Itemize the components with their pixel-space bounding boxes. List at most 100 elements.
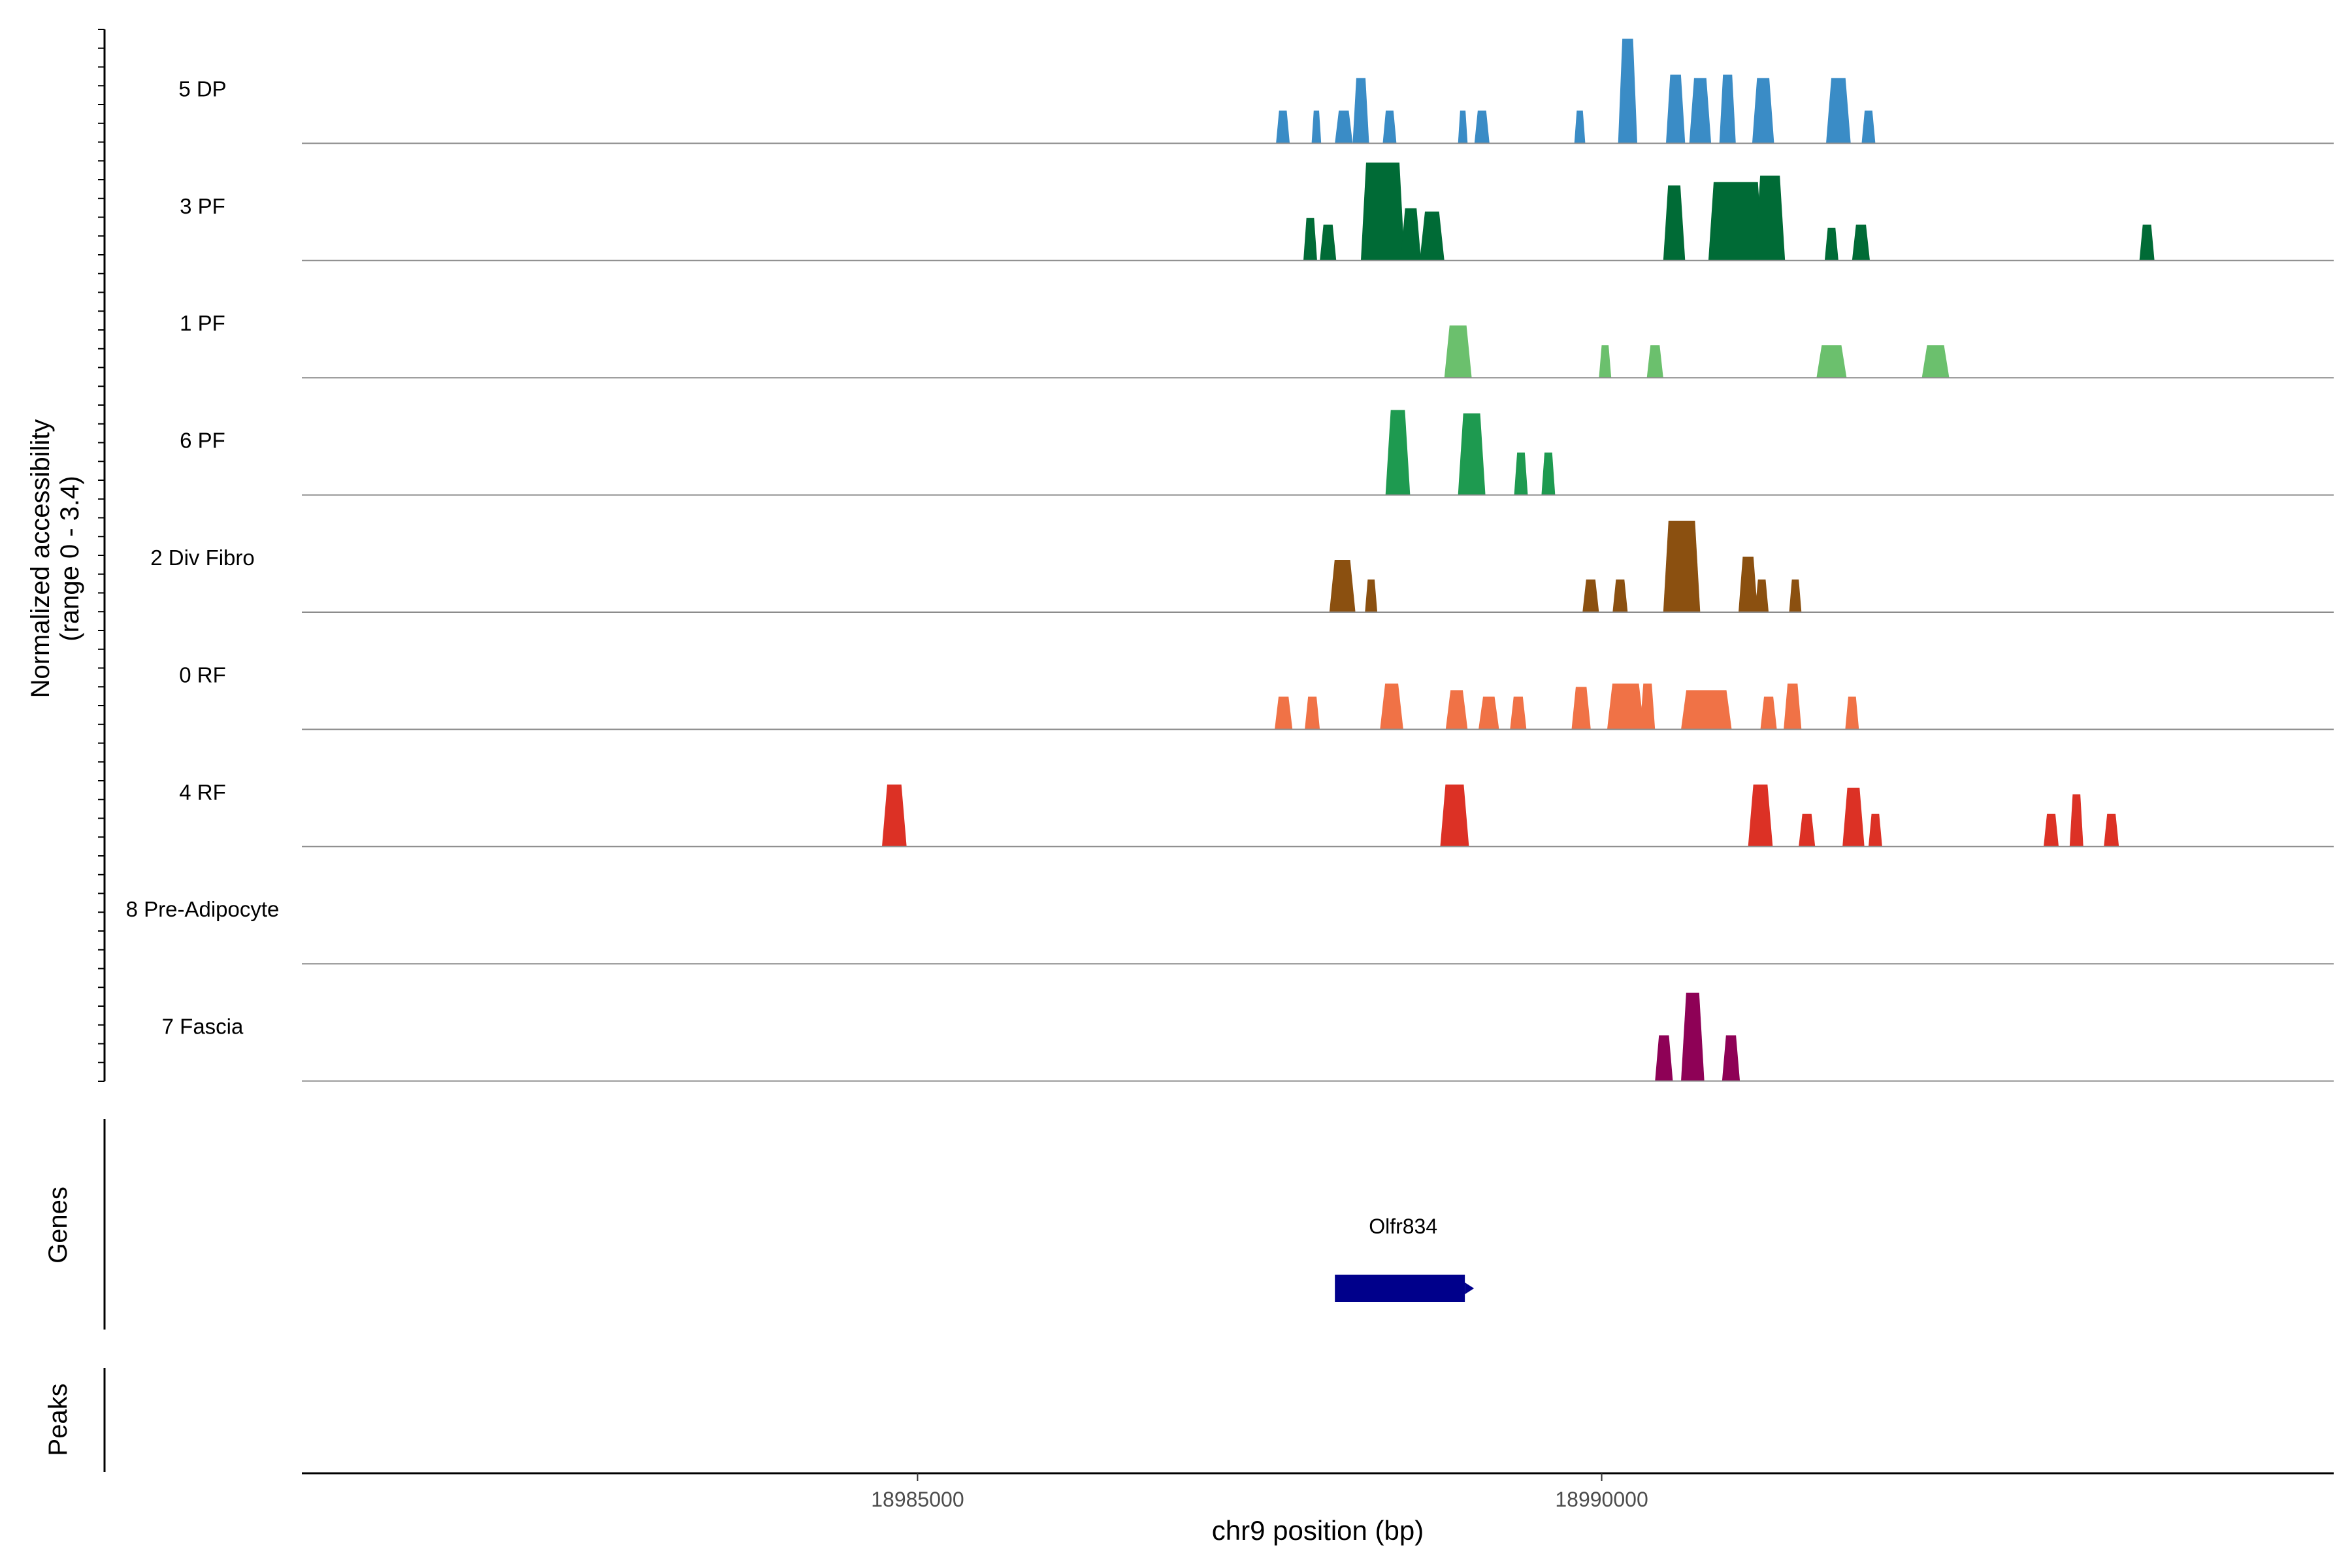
coverage-peak bbox=[1719, 74, 1736, 144]
x-tick-label: 18990000 bbox=[1555, 1488, 1648, 1511]
coverage-peak bbox=[1320, 224, 1337, 261]
coverage-peak bbox=[1305, 696, 1320, 730]
track-label: 5 DP bbox=[178, 76, 226, 101]
coverage-peak bbox=[1689, 78, 1712, 144]
coverage-peak bbox=[1824, 227, 1838, 261]
coverage-peak bbox=[1760, 696, 1777, 730]
coverage-peak bbox=[1599, 345, 1612, 378]
coverage-peak bbox=[1663, 521, 1701, 612]
coverage-peak bbox=[1868, 813, 1882, 847]
coverage-peak bbox=[1755, 580, 1769, 612]
coverage-peak bbox=[1303, 218, 1317, 261]
coverage-peak bbox=[1352, 78, 1369, 144]
track-3-pf: 3 PF bbox=[180, 162, 2334, 261]
x-axis-label: chr9 position (bp) bbox=[1212, 1515, 1424, 1546]
coverage-peak bbox=[1607, 683, 1644, 730]
coverage-peak bbox=[1365, 580, 1378, 612]
x-axis-ticks: 18985000 18990000 bbox=[871, 1473, 1648, 1511]
coverage-peak bbox=[1440, 784, 1469, 847]
coverage-peak bbox=[1276, 110, 1290, 144]
track-label: 1 PF bbox=[180, 311, 225, 335]
track-5-dp: 5 DP bbox=[178, 39, 2334, 144]
coverage-peak bbox=[1748, 784, 1773, 847]
track-6-pf: 6 PF bbox=[180, 410, 2334, 496]
coverage-peak bbox=[1618, 39, 1638, 144]
coverage-peak bbox=[1510, 696, 1527, 730]
coverage-peak bbox=[1845, 696, 1859, 730]
coverage-peak bbox=[1861, 110, 1876, 144]
track-7-fascia: 7 Fascia bbox=[162, 992, 2334, 1082]
coverage-peak bbox=[1655, 1035, 1673, 1081]
y-axis-label-line1: Normalized accessibility bbox=[26, 419, 55, 698]
coverage-peak bbox=[1755, 175, 1786, 261]
y-axis-label-line2: (range 0 - 3.4) bbox=[56, 476, 84, 641]
coverage-peak bbox=[1784, 683, 1802, 730]
coverage-peak bbox=[1445, 690, 1468, 730]
coverage-peak bbox=[1665, 74, 1686, 144]
coverage-peak bbox=[1842, 787, 1865, 847]
coverage-peak bbox=[1681, 690, 1732, 730]
coverage-peak bbox=[1681, 992, 1705, 1081]
coverage-peak bbox=[1275, 696, 1293, 730]
coverage-peak bbox=[1382, 110, 1397, 144]
coverage-peak bbox=[1385, 410, 1411, 495]
coverage-peak bbox=[1458, 413, 1486, 495]
coverage-peak bbox=[2044, 813, 2059, 847]
gene-body bbox=[1335, 1275, 1465, 1302]
coverage-peak bbox=[1582, 580, 1599, 612]
coverage-peak bbox=[1816, 345, 1847, 378]
x-tick-label: 18985000 bbox=[871, 1488, 964, 1511]
coverage-peak bbox=[1574, 110, 1586, 144]
coverage-peak bbox=[1335, 110, 1353, 144]
coverage-peak bbox=[1541, 452, 1556, 495]
coverage-peak bbox=[1799, 813, 1816, 847]
track-label: 4 RF bbox=[179, 780, 226, 804]
gene-strand-arrow bbox=[1465, 1282, 1475, 1294]
coverage-peak bbox=[1789, 580, 1802, 612]
coverage-peak bbox=[1663, 185, 1686, 261]
gene-annotations: Olfr834 bbox=[1335, 1215, 1475, 1302]
track-label: 6 PF bbox=[180, 429, 225, 453]
coverage-peak bbox=[1646, 345, 1663, 378]
coverage-peak bbox=[1826, 78, 1851, 144]
coverage-peak bbox=[1571, 687, 1591, 730]
coverage-peak bbox=[1921, 345, 1950, 378]
coverage-peak bbox=[1360, 162, 1405, 261]
track-0-rf: 0 RF bbox=[179, 662, 2334, 730]
coverage-peak bbox=[1612, 580, 1628, 612]
gene-label: Olfr834 bbox=[1369, 1215, 1437, 1238]
coverage-peak bbox=[1329, 560, 1356, 612]
track-label: 7 Fascia bbox=[162, 1015, 244, 1039]
track-8-pre-adipocyte: 8 Pre-Adipocyte bbox=[126, 897, 2334, 965]
coverage-peak bbox=[1722, 1035, 1740, 1081]
coverage-tracks: 5 DP 3 PF 1 PF 6 PF 2 Div Fibro 0 RF 4 RF 8 Pre… bbox=[126, 39, 2334, 1082]
coverage-peak bbox=[1640, 683, 1656, 730]
coverage-peak bbox=[1752, 78, 1774, 144]
coverage-peak bbox=[1514, 452, 1528, 495]
track-label: 2 Div Fibro bbox=[150, 546, 255, 570]
coverage-peak bbox=[1458, 110, 1468, 144]
coverage-peak bbox=[881, 784, 907, 847]
track-label: 0 RF bbox=[179, 662, 226, 687]
coverage-peak bbox=[1852, 224, 1870, 261]
coverage-peak bbox=[1444, 325, 1472, 378]
coverage-peak bbox=[2139, 224, 2155, 261]
coverage-peak bbox=[1380, 683, 1403, 730]
coverage-peak bbox=[1478, 696, 1499, 730]
coverage-peak bbox=[2104, 813, 2119, 847]
genes-axis-label: Genes bbox=[44, 1186, 73, 1264]
coverage-peak bbox=[2069, 794, 2083, 847]
coverage-peak bbox=[1311, 110, 1322, 144]
peaks-axis-label: Peaks bbox=[44, 1383, 73, 1456]
y-axis-ticks bbox=[98, 29, 105, 1082]
coverage-peak bbox=[1474, 110, 1490, 144]
coverage-peak bbox=[1400, 208, 1422, 261]
track-4-rf: 4 RF bbox=[179, 780, 2334, 847]
track-label: 8 Pre-Adipocyte bbox=[126, 897, 280, 921]
track-1-pf: 1 PF bbox=[180, 311, 2334, 379]
coverage-peak bbox=[1738, 557, 1758, 612]
coverage-peak bbox=[1420, 211, 1445, 261]
track-label: 3 PF bbox=[180, 194, 225, 218]
track-2-div-fibro: 2 Div Fibro bbox=[150, 521, 2334, 613]
